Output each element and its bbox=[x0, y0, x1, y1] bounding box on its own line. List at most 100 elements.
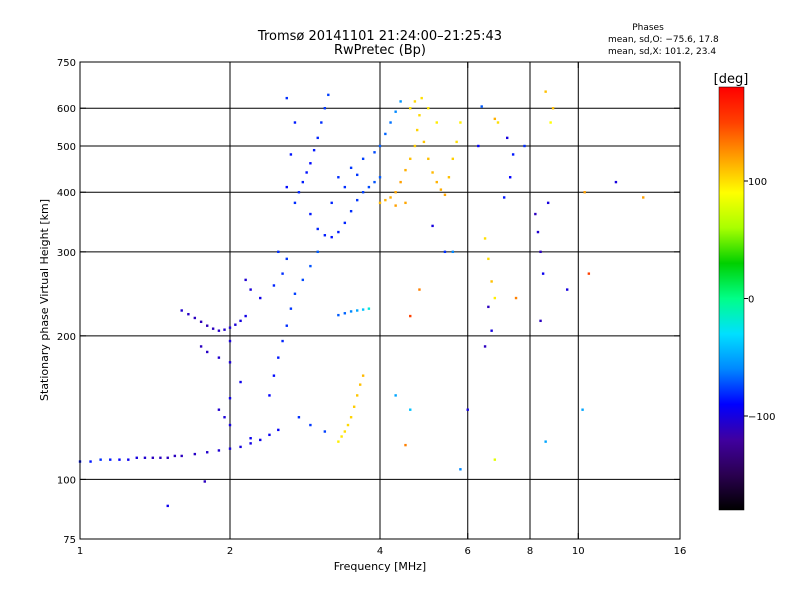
chart-title: Tromsø 20141101 21:24:00–21:25:43 bbox=[257, 29, 502, 44]
data-point bbox=[511, 153, 515, 156]
data-point bbox=[447, 176, 451, 179]
colorbar-label: [deg] bbox=[714, 72, 749, 87]
data-point bbox=[343, 185, 347, 189]
data-point bbox=[281, 272, 284, 275]
stats-heading: Phases bbox=[632, 23, 664, 33]
data-point bbox=[205, 451, 209, 454]
data-point bbox=[404, 201, 407, 205]
data-point bbox=[343, 430, 347, 433]
x-tick-label: 1 bbox=[77, 546, 83, 557]
data-point bbox=[316, 250, 319, 254]
data-point bbox=[361, 308, 365, 311]
data-point bbox=[309, 162, 312, 165]
data-point bbox=[451, 157, 455, 161]
data-point bbox=[268, 433, 271, 437]
data-point bbox=[309, 423, 312, 427]
data-point bbox=[277, 356, 280, 359]
data-point bbox=[228, 326, 232, 329]
data-point bbox=[427, 107, 430, 110]
data-point bbox=[109, 458, 112, 461]
data-point bbox=[490, 280, 493, 283]
data-point bbox=[480, 105, 483, 108]
data-point bbox=[323, 234, 327, 237]
data-point bbox=[466, 408, 469, 411]
gridlines bbox=[80, 62, 680, 539]
data-point bbox=[337, 176, 340, 179]
data-point bbox=[217, 408, 221, 411]
data-point bbox=[394, 191, 397, 194]
y-tick-label: 100 bbox=[57, 475, 76, 486]
data-point bbox=[418, 114, 421, 117]
data-point bbox=[367, 185, 371, 189]
y-tick-label: 300 bbox=[57, 248, 76, 259]
chart-subtitle: RwPretec (Bp) bbox=[334, 43, 426, 58]
data-point bbox=[293, 292, 297, 295]
data-point bbox=[312, 148, 316, 152]
data-point bbox=[340, 435, 343, 438]
data-point bbox=[327, 93, 330, 97]
colorbar-tick-label: 0 bbox=[748, 295, 754, 306]
data-point bbox=[234, 323, 237, 326]
data-point bbox=[451, 250, 455, 254]
data-point bbox=[487, 257, 490, 261]
data-point bbox=[289, 307, 293, 310]
x-axis-tick-labels: 1 2 4 6 8 10 16 bbox=[77, 546, 687, 557]
data-points bbox=[78, 90, 645, 508]
data-point bbox=[343, 312, 347, 315]
x-tick-label: 10 bbox=[572, 546, 585, 557]
data-point bbox=[565, 288, 569, 291]
data-point bbox=[435, 121, 438, 124]
y-tick-label: 750 bbox=[57, 58, 76, 69]
data-point bbox=[249, 437, 252, 440]
data-point bbox=[285, 185, 288, 189]
data-point bbox=[502, 196, 506, 199]
data-point bbox=[443, 250, 447, 254]
data-point bbox=[415, 128, 419, 132]
data-point bbox=[259, 438, 262, 442]
data-point bbox=[431, 224, 434, 228]
data-point bbox=[187, 312, 190, 316]
data-point bbox=[309, 264, 312, 268]
data-point bbox=[409, 408, 412, 411]
data-point bbox=[435, 180, 438, 184]
data-point bbox=[477, 144, 480, 148]
data-point bbox=[394, 110, 397, 113]
stats-line-1: mean, sd,O: −75.6, 17.8 bbox=[608, 35, 719, 45]
data-point bbox=[349, 310, 353, 313]
data-point bbox=[422, 140, 426, 144]
y-tick-label: 200 bbox=[57, 332, 76, 343]
data-point bbox=[99, 458, 102, 461]
data-point bbox=[373, 151, 376, 154]
data-point bbox=[349, 209, 353, 213]
data-point bbox=[361, 191, 365, 194]
data-point bbox=[118, 458, 121, 461]
data-point bbox=[399, 100, 402, 103]
data-point bbox=[305, 171, 308, 174]
data-point bbox=[523, 144, 526, 148]
y-tick-label: 600 bbox=[57, 104, 76, 115]
data-point bbox=[418, 288, 421, 291]
data-point bbox=[337, 440, 340, 443]
data-point bbox=[378, 144, 382, 148]
data-point bbox=[551, 107, 555, 110]
data-point bbox=[427, 157, 430, 161]
data-point bbox=[180, 309, 183, 312]
y-tick-label: 75 bbox=[63, 535, 76, 546]
data-point bbox=[541, 272, 545, 275]
x-axis-label: Frequency [MHz] bbox=[334, 560, 426, 573]
data-point bbox=[493, 458, 497, 461]
data-point bbox=[536, 230, 540, 234]
data-point bbox=[249, 442, 252, 445]
data-point bbox=[228, 447, 232, 450]
data-point bbox=[239, 319, 242, 323]
data-point bbox=[389, 196, 392, 199]
data-point bbox=[301, 278, 305, 282]
data-point bbox=[249, 288, 252, 291]
data-point bbox=[399, 180, 402, 184]
data-point bbox=[244, 314, 247, 318]
data-point bbox=[549, 121, 552, 124]
data-point bbox=[330, 201, 333, 205]
data-point bbox=[546, 201, 550, 205]
x-tick-label: 4 bbox=[377, 546, 383, 557]
